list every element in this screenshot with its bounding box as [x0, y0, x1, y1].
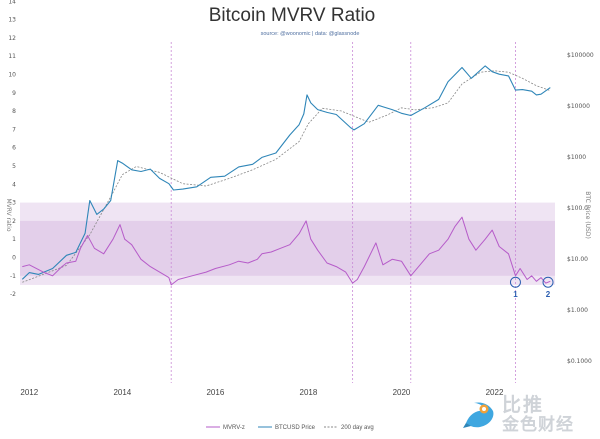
- right-tick-label: $10000: [567, 103, 590, 110]
- x-tick-label: 2012: [20, 388, 38, 397]
- annotation-circle-2: [542, 276, 554, 288]
- left-tick-label: 1: [12, 236, 16, 243]
- left-tick-label: 8: [12, 108, 16, 115]
- left-tick-label: 9: [12, 90, 16, 97]
- right-axis-label: BTC Price (USD): [584, 191, 591, 239]
- left-tick-label: 10: [8, 72, 16, 79]
- series-btcusd-price: [21, 65, 551, 280]
- left-tick-label: 5: [12, 163, 16, 170]
- left-tick-label: -1: [10, 273, 16, 280]
- left-tick-label: -2: [10, 291, 16, 298]
- x-tick-label: 2020: [393, 388, 411, 397]
- annotation-circle-1: [509, 276, 521, 288]
- series-mvrv-z: [22, 216, 551, 286]
- watermark-line-1: 比推: [502, 394, 545, 416]
- bird-logo-icon: [463, 402, 494, 428]
- left-tick-label: 7: [12, 126, 16, 133]
- cycle-marker-lines: [170, 42, 516, 383]
- right-tick-label: $1.000: [567, 307, 588, 314]
- legend-label: BTCUSD Price: [275, 425, 316, 431]
- x-tick-label: 2014: [113, 388, 131, 397]
- mvrv-bands: [20, 202, 555, 285]
- x-tick-label: 2022: [486, 388, 504, 397]
- legend-label: MVRV-z: [223, 425, 245, 431]
- right-tick-label: $0.1000: [567, 358, 592, 365]
- left-tick-label: 11: [8, 53, 16, 60]
- legend: MVRV-z BTCUSD Price 200 day avg: [206, 425, 374, 431]
- watermark: 比推 金色财经: [462, 393, 600, 437]
- x-tick-label: 2018: [300, 388, 318, 397]
- annotation-label-2: 2: [546, 290, 551, 299]
- series-200-day-avg: [22, 70, 551, 283]
- annotation-label-1: 1: [513, 290, 518, 299]
- right-tick-label: $10.00: [567, 256, 588, 263]
- right-tick-label: $100.0: [567, 205, 588, 212]
- right-tick-label: $1000: [567, 154, 586, 161]
- left-tick-label: 2: [12, 218, 16, 225]
- left-tick-label: 6: [12, 145, 16, 152]
- left-tick-label: 14: [8, 0, 16, 5]
- series-layer: [21, 65, 551, 286]
- watermark-line-2: 金色财经: [502, 415, 574, 435]
- chart-title: Bitcoin MVRV Ratio: [209, 5, 376, 26]
- left-tick-label: 4: [12, 181, 16, 188]
- tick-layer: 1514131211109876543210-1-2$100000$10000$…: [8, 0, 594, 397]
- left-tick-label: 3: [12, 200, 16, 207]
- chart-subtitle: source: @woonomic | data: @glassnode: [261, 31, 360, 37]
- left-axis-label: MVRV ratio: [5, 199, 12, 232]
- left-tick-label: 13: [8, 17, 16, 24]
- x-tick-label: 2016: [206, 388, 224, 397]
- left-tick-label: 12: [8, 35, 16, 42]
- left-tick-label: 0: [12, 255, 16, 262]
- legend-label: 200 day avg: [341, 425, 374, 431]
- right-tick-label: $100000: [567, 52, 594, 59]
